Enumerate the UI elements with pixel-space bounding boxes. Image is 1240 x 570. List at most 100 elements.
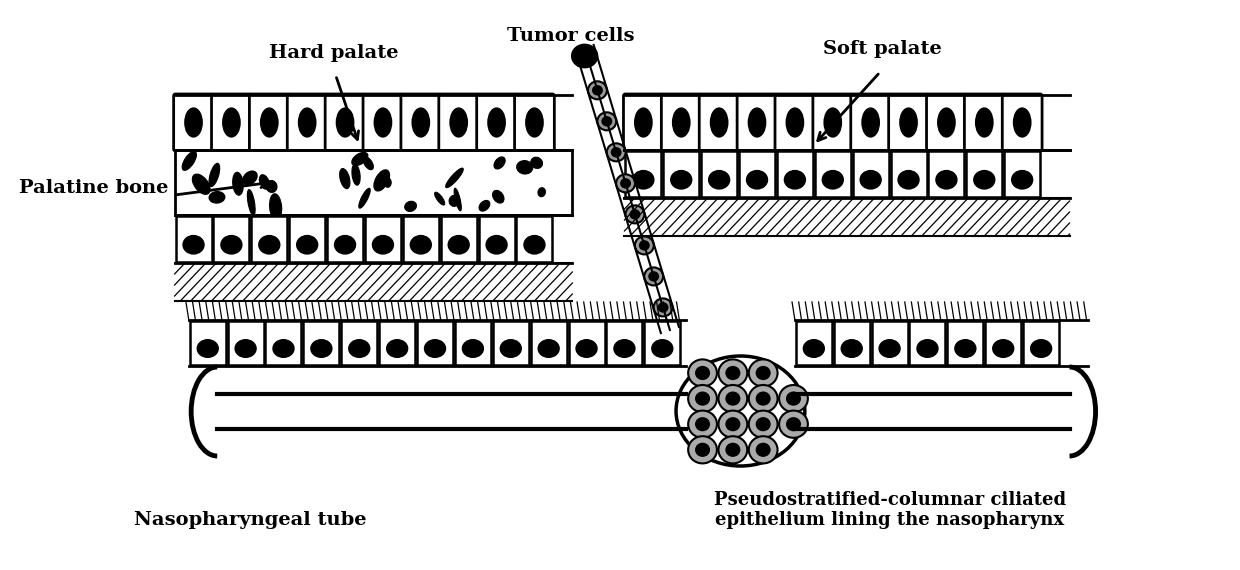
Ellipse shape [424,340,445,357]
Ellipse shape [749,108,765,137]
Ellipse shape [1013,108,1030,137]
Bar [365,216,401,262]
Text: Hard palate: Hard palate [269,44,398,62]
Ellipse shape [621,179,630,188]
Bar [175,150,573,215]
Ellipse shape [718,410,748,438]
Ellipse shape [616,174,635,192]
Bar [531,321,567,365]
Ellipse shape [335,235,356,254]
FancyBboxPatch shape [737,94,777,151]
Ellipse shape [526,108,543,137]
Ellipse shape [861,170,882,189]
Ellipse shape [936,170,957,189]
Ellipse shape [688,410,717,438]
Ellipse shape [236,340,255,357]
Ellipse shape [1012,170,1033,189]
Ellipse shape [779,385,808,412]
Bar [815,151,851,197]
Bar [625,151,661,197]
Ellipse shape [785,170,805,189]
Ellipse shape [221,235,242,254]
FancyBboxPatch shape [926,94,966,151]
Ellipse shape [804,340,825,357]
Ellipse shape [435,192,445,205]
Text: Nasopharyngeal tube: Nasopharyngeal tube [134,511,367,529]
Ellipse shape [233,172,243,195]
Ellipse shape [192,174,210,194]
FancyBboxPatch shape [965,94,1004,151]
FancyBboxPatch shape [775,94,815,151]
Bar [1023,321,1059,365]
Ellipse shape [614,340,635,357]
Ellipse shape [450,108,467,137]
Ellipse shape [756,367,770,380]
Ellipse shape [756,418,770,430]
Bar [569,321,605,365]
Text: Palatine bone: Palatine bone [19,179,167,197]
Bar [833,321,869,365]
Bar [909,321,945,365]
Bar [890,151,926,197]
Ellipse shape [494,157,505,169]
Ellipse shape [756,443,770,456]
Ellipse shape [611,148,621,157]
Bar [176,216,212,262]
Bar [304,321,340,365]
Bar [777,151,813,197]
Bar [379,321,415,365]
Bar [663,151,699,197]
Ellipse shape [955,340,976,357]
FancyBboxPatch shape [439,94,479,151]
FancyBboxPatch shape [851,94,890,151]
Ellipse shape [653,299,672,316]
FancyBboxPatch shape [1002,94,1042,151]
FancyBboxPatch shape [249,94,289,151]
Bar [479,216,515,262]
Ellipse shape [973,170,994,189]
Ellipse shape [749,410,777,438]
Ellipse shape [336,108,353,137]
Ellipse shape [696,392,709,405]
FancyBboxPatch shape [661,94,701,151]
Bar [289,216,325,262]
Ellipse shape [374,170,389,191]
Ellipse shape [727,418,740,430]
Ellipse shape [749,436,777,463]
Ellipse shape [311,340,332,357]
Ellipse shape [501,340,521,357]
Ellipse shape [727,367,740,380]
Ellipse shape [223,108,239,137]
Ellipse shape [718,385,748,412]
Bar [327,216,363,262]
Ellipse shape [649,272,658,281]
Ellipse shape [635,108,652,137]
FancyBboxPatch shape [624,94,663,151]
Ellipse shape [185,108,202,137]
Ellipse shape [658,303,668,312]
Ellipse shape [993,340,1013,357]
Ellipse shape [352,164,360,185]
Bar [872,321,908,365]
Ellipse shape [348,340,370,357]
Ellipse shape [937,108,955,137]
Ellipse shape [479,201,490,211]
Bar [228,321,264,365]
Ellipse shape [718,436,748,463]
Ellipse shape [593,86,603,95]
Ellipse shape [197,340,218,357]
Ellipse shape [486,235,507,254]
Ellipse shape [749,385,777,412]
FancyBboxPatch shape [515,94,554,151]
FancyBboxPatch shape [889,94,929,151]
Ellipse shape [688,385,717,412]
Ellipse shape [625,205,645,223]
Ellipse shape [445,168,464,188]
Ellipse shape [673,108,689,137]
Bar [265,321,301,365]
Ellipse shape [727,443,740,456]
FancyBboxPatch shape [325,94,365,151]
Ellipse shape [588,82,606,99]
Bar [739,151,775,197]
FancyBboxPatch shape [699,94,739,151]
